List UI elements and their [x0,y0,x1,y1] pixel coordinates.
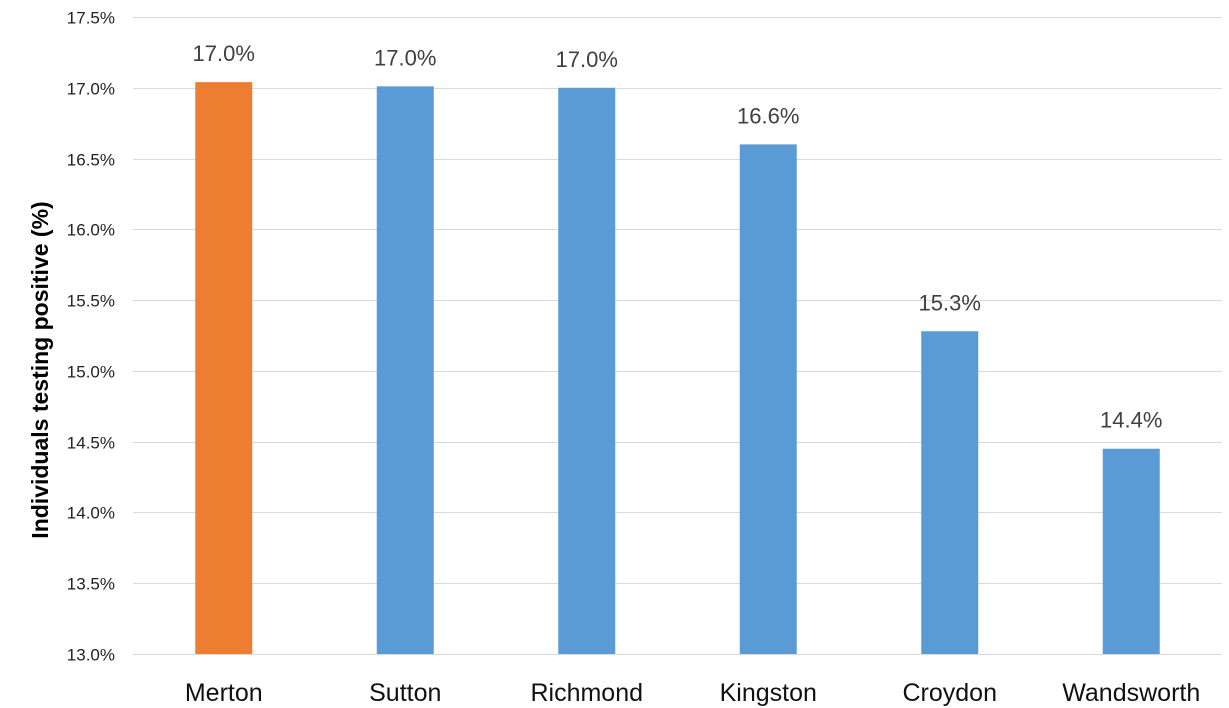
bars [195,82,1160,655]
data-labels: 17.0% 17.0% 17.0% 16.6% 15.3% 14.4% [193,41,1163,433]
data-label: 17.0% [374,45,436,70]
data-label: 17.0% [556,47,618,72]
x-category-label: Sutton [369,679,441,707]
x-category-label: Richmond [530,679,643,707]
x-axis-category-labels: Merton Sutton Richmond Kingston Croydon Wands… [185,679,1200,707]
y-tick-label: 17.0% [67,80,115,99]
y-axis-title: Individuals testing positive (%) [27,201,53,538]
data-label: 14.4% [1100,408,1162,433]
y-tick-label: 16.0% [67,221,115,240]
data-label: 17.0% [193,41,255,66]
y-tick-label: 16.5% [67,151,115,170]
bar [1102,448,1160,654]
bar [558,87,616,655]
y-tick-label: 13.0% [67,646,115,665]
x-category-label: Merton [185,679,263,707]
y-tick-label: 14.5% [67,434,115,453]
gridlines [133,17,1222,655]
y-tick-label: 13.5% [67,575,115,594]
x-category-label: Kingston [720,679,817,707]
x-category-label: Wandsworth [1062,679,1200,707]
bar [739,144,797,654]
bar [376,86,434,654]
x-category-label: Croydon [903,679,998,707]
data-label: 16.6% [737,103,799,128]
y-axis-tick-labels: 13.0% 13.5% 14.0% 14.5% 15.0% 15.5% 16.0% 16.5%… [67,9,115,665]
bar [921,331,979,654]
y-tick-label: 15.5% [67,292,115,311]
y-tick-label: 17.5% [67,9,115,28]
data-label: 15.3% [919,290,981,315]
bar [195,82,253,655]
y-tick-label: 15.0% [67,363,115,382]
y-tick-label: 14.0% [67,504,115,523]
